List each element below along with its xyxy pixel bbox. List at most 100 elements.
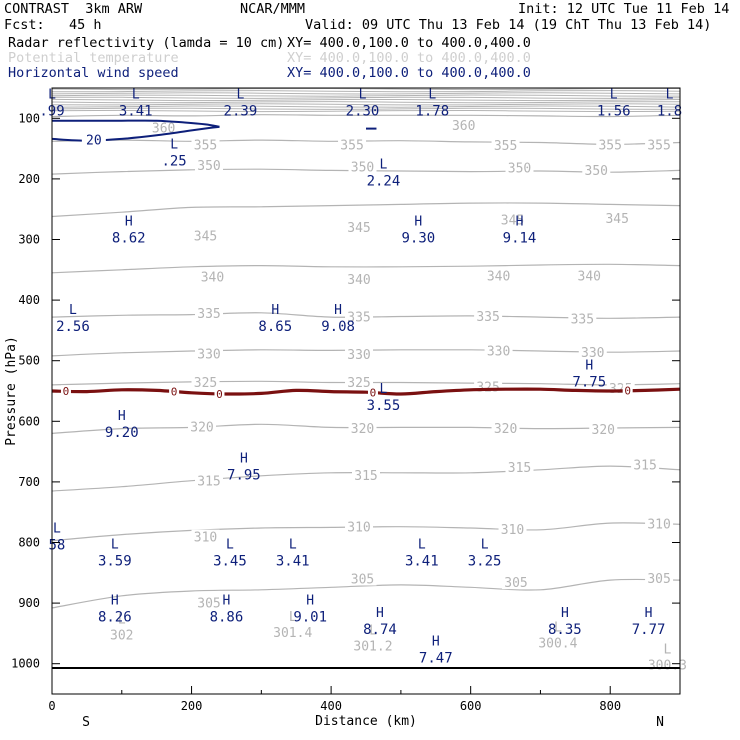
theta-label-bg bbox=[568, 311, 597, 326]
theta-label-bg bbox=[195, 306, 223, 321]
theta-label: 315 bbox=[354, 469, 377, 484]
theta-label: 305 bbox=[504, 576, 527, 591]
upper-theta-line bbox=[51, 101, 681, 104]
init-time: Init: 12 UTC Tue 11 Feb 14 bbox=[518, 1, 730, 17]
theta-label-bg bbox=[631, 457, 660, 472]
theta-label-bg bbox=[502, 575, 531, 590]
x-end-label-right: N bbox=[656, 715, 664, 730]
freezing-label: 0 bbox=[624, 385, 631, 398]
theta-label: 325 bbox=[347, 376, 370, 391]
freezing-level-line bbox=[51, 387, 681, 396]
reflectivity-label: 20 bbox=[86, 134, 102, 149]
wind-extremum-value: 1.56 bbox=[597, 103, 631, 119]
theta-label-bg bbox=[348, 571, 377, 586]
wind-extremum-value: 7.95 bbox=[227, 468, 261, 484]
wind-extremum-value: 2.56 bbox=[56, 319, 90, 335]
theta-label: 330 bbox=[581, 346, 604, 361]
wind-extremum-value: 58 bbox=[48, 537, 65, 553]
wind-max-marker: H bbox=[118, 409, 126, 424]
wind-extremum-value: 3.41 bbox=[405, 554, 439, 570]
upper-theta-line bbox=[51, 105, 681, 108]
y-tick-label: 500 bbox=[18, 354, 40, 368]
theta-label-bg bbox=[191, 529, 220, 544]
theta-label-bg bbox=[575, 268, 604, 283]
field-xy-wind: XY= 400.0,100.0 to 400.0,400.0 bbox=[287, 65, 531, 81]
theta-label: 345 bbox=[194, 229, 217, 244]
theta-label-bg bbox=[505, 459, 534, 474]
theta-point-label: 300.4 bbox=[538, 636, 577, 651]
wind-extremum-value: 9.14 bbox=[503, 231, 537, 247]
theta-label-bg bbox=[195, 346, 223, 361]
theta-label: 350 bbox=[197, 159, 220, 174]
wind-extremum-value: .25 bbox=[161, 154, 186, 170]
theta-label: 345 bbox=[605, 212, 628, 227]
upper-theta-line bbox=[51, 98, 681, 102]
freezing-label-bg bbox=[367, 386, 378, 399]
wind-extremum-value: 2.39 bbox=[224, 103, 258, 119]
wind-max-marker: H bbox=[334, 303, 342, 318]
theta-label-bg bbox=[191, 375, 220, 390]
wind-min-marker: L bbox=[481, 538, 489, 553]
x-tick-label: 200 bbox=[181, 699, 203, 713]
y-tick-label: 900 bbox=[18, 596, 40, 610]
theta-label-bg bbox=[198, 269, 227, 284]
theta-label: 335 bbox=[571, 312, 594, 327]
theta-label: 315 bbox=[508, 461, 531, 476]
wind-min-marker: L bbox=[132, 87, 140, 102]
theta-label: 360 bbox=[452, 119, 475, 134]
field-label-theta: Potential temperature bbox=[8, 50, 179, 66]
wind-min-marker: L bbox=[610, 87, 618, 102]
theta-contour-345 bbox=[51, 202, 681, 218]
theta-label-bg bbox=[596, 137, 625, 152]
theta-label-bg bbox=[645, 137, 674, 152]
y-tick-label: 800 bbox=[18, 536, 40, 550]
theta-label-bg bbox=[449, 118, 478, 133]
wind-min-marker: L bbox=[170, 138, 178, 153]
wind-extremum-value: 8.26 bbox=[98, 609, 132, 625]
wind-extremum-value: 3.41 bbox=[276, 554, 310, 570]
wind-max-marker: H bbox=[223, 593, 231, 608]
theta-label: 315 bbox=[633, 459, 656, 474]
theta-label-bg bbox=[498, 521, 527, 536]
theta-label: 350 bbox=[585, 164, 608, 179]
wind-extremum-value: 3.41 bbox=[119, 103, 153, 119]
wind-extremum-value: 2.30 bbox=[346, 103, 380, 119]
freezing-level-layer: 0 0 0 0 0 bbox=[51, 384, 681, 669]
y-tick-label: 400 bbox=[18, 293, 40, 307]
upper-theta-line bbox=[51, 109, 681, 113]
theta-label-bg bbox=[338, 137, 367, 152]
x-tick-label: 600 bbox=[460, 699, 482, 713]
wind-min-marker: L bbox=[236, 87, 244, 102]
wind-extremum-value: 9.01 bbox=[293, 609, 327, 625]
field-label-wind: Horizontal wind speed bbox=[8, 65, 179, 81]
reflectivity-label-bg bbox=[81, 131, 106, 147]
theta-point-label: 300.3 bbox=[648, 658, 687, 673]
upper-theta-line bbox=[51, 103, 681, 106]
theta-label-bg bbox=[589, 421, 618, 436]
upper-theta-line bbox=[51, 107, 681, 110]
theta-label: 335 bbox=[347, 311, 370, 326]
y-tick-label: 600 bbox=[18, 414, 40, 428]
wind-min-marker: L bbox=[380, 158, 388, 173]
field-label-reflectivity: Radar reflectivity (lamda = 10 cm) bbox=[8, 35, 285, 51]
wind-extremum-value: 3.55 bbox=[367, 398, 401, 414]
theta-label-bg bbox=[191, 137, 220, 152]
upper-theta-stack bbox=[51, 87, 681, 113]
wind-extremum-value: 8.74 bbox=[363, 622, 397, 638]
wind-min-marker: L bbox=[111, 538, 119, 553]
theta-label-bg bbox=[345, 375, 374, 390]
theta-label-bg bbox=[474, 309, 503, 324]
wind-min-marker: L bbox=[359, 87, 367, 102]
wind-max-marker: H bbox=[414, 215, 422, 230]
wind-extremum-value: 9.20 bbox=[105, 425, 139, 441]
theta-label-bg bbox=[348, 159, 377, 174]
theta-label-bg bbox=[195, 595, 223, 610]
wind-extremum-value: 3.59 bbox=[98, 554, 132, 570]
wind-min-marker: L bbox=[289, 538, 297, 553]
wind-extremum-value: 3.25 bbox=[468, 554, 502, 570]
theta-label-bg bbox=[345, 309, 374, 324]
x-tick-label: 400 bbox=[320, 699, 342, 713]
wind-max-marker: H bbox=[432, 635, 440, 650]
wind-extremum-value: 7.75 bbox=[572, 374, 606, 390]
